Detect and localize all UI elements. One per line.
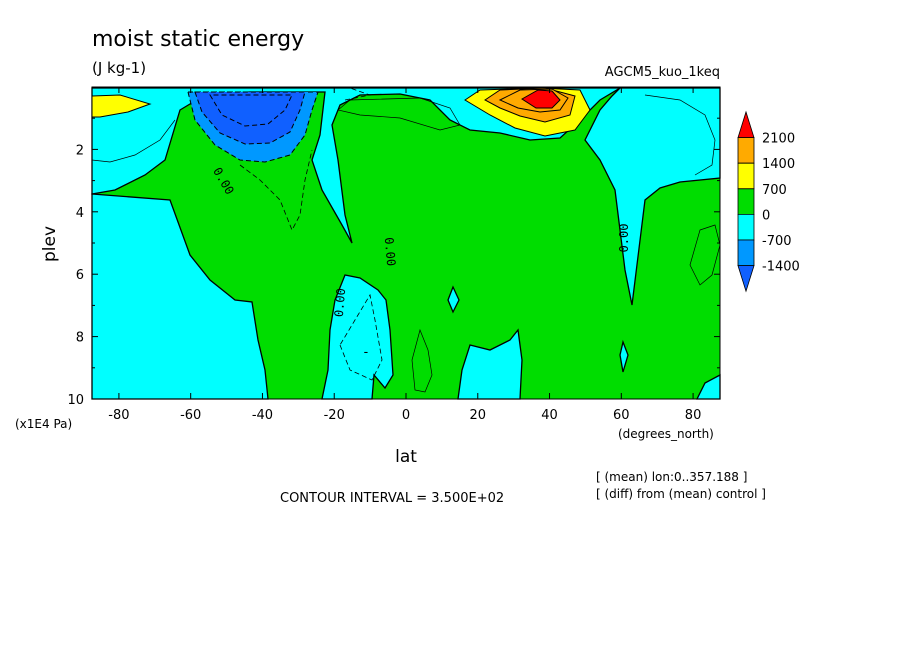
y-axis: 2 4 6 8 10 <box>67 117 720 408</box>
colorbar-label-0: 2100 <box>762 132 795 147</box>
x-axis: -80 -60 -40 -20 0 20 40 60 80 <box>108 87 701 423</box>
dashed-contour-3 <box>344 87 372 101</box>
positive-core-nh <box>464 87 591 137</box>
x-tick-label-7: 60 <box>613 408 630 423</box>
colorbar-label-5: -1400 <box>762 260 800 275</box>
dashed-contour-1 <box>239 149 313 231</box>
x-tick-label-1: -60 <box>180 408 201 423</box>
colorbar-swatch-1 <box>737 137 755 164</box>
plot-area: 0.00 0.00 0.00 0.00 - <box>91 86 721 400</box>
cyan-spot-1 <box>447 285 460 314</box>
contour-interval: CONTOUR INTERVAL = 3.500E+02 <box>280 491 504 506</box>
thin-contour-1 <box>91 119 176 163</box>
dashed-contours <box>239 87 383 381</box>
colorbar-label-2: 700 <box>762 183 787 198</box>
thin-contour-4 <box>411 328 433 393</box>
experiment-label: AGCM5_kuo_1keq <box>605 65 720 80</box>
cyan-region-nh-lower <box>457 328 523 400</box>
core-level-3 <box>209 94 293 127</box>
thin-contours <box>91 94 721 393</box>
y-tick-label-0: 2 <box>76 143 84 158</box>
minus-label: - <box>362 345 370 360</box>
y-tick-label-4: 10 <box>67 393 84 408</box>
colorbar-swatch-6 <box>737 265 755 293</box>
colorbar: 2100 1400 700 0 -700 -1400 <box>737 110 800 293</box>
x-tick-label-8: 80 <box>685 408 702 423</box>
x-tick-label-6: 40 <box>541 408 558 423</box>
cyan-region-tropics <box>321 274 394 400</box>
x-tick-label-5: 20 <box>469 408 486 423</box>
x-tick-label-4: 0 <box>402 408 410 423</box>
y-tick-label-1: 4 <box>76 206 84 221</box>
colorbar-label-1: 1400 <box>762 157 795 172</box>
annotation-line-1: [ (mean) lon:0..357.188 ] <box>596 470 747 484</box>
thin-contour-2 <box>644 94 716 176</box>
zero-label-2: 0.00 <box>382 237 398 267</box>
colorbar-label-3: 0 <box>762 208 770 223</box>
annotation-line-2: [ (diff) from (mean) control ] <box>596 487 766 501</box>
x-tick-label-0: -80 <box>108 408 129 423</box>
negative-core-sh <box>187 91 319 163</box>
chart-units: (J kg-1) <box>92 59 146 77</box>
colorbar-swatch-3 <box>737 188 755 215</box>
y-axis-label: plev <box>40 226 60 262</box>
colorbar-swatch-0 <box>737 110 755 138</box>
chart-title: moist static energy <box>92 27 304 52</box>
colorbar-swatch-4 <box>737 214 755 241</box>
thin-contour-3 <box>689 224 721 286</box>
colorbar-swatch-2 <box>737 162 755 190</box>
zero-label-3: 0.00 <box>332 288 348 318</box>
zero-label-4: 0.00 <box>617 224 631 253</box>
warm-level-4 <box>521 89 561 109</box>
colorbar-swatch-5 <box>737 239 755 266</box>
negative-regions <box>91 87 721 400</box>
y-tick-label-2: 6 <box>76 268 84 283</box>
cyan-spot-2 <box>619 339 629 373</box>
y-axis-units: (x1E4 Pa) <box>15 417 72 431</box>
x-axis-units: (degrees_north) <box>618 427 714 441</box>
x-axis-label: lat <box>395 447 417 467</box>
colorbar-label-4: -700 <box>762 234 792 249</box>
x-tick-label-2: -40 <box>252 408 273 423</box>
y-tick-label-3: 8 <box>76 331 84 346</box>
x-tick-label-3: -20 <box>324 408 345 423</box>
cyan-region-north <box>584 87 721 306</box>
thin-contour-5 <box>337 97 461 131</box>
